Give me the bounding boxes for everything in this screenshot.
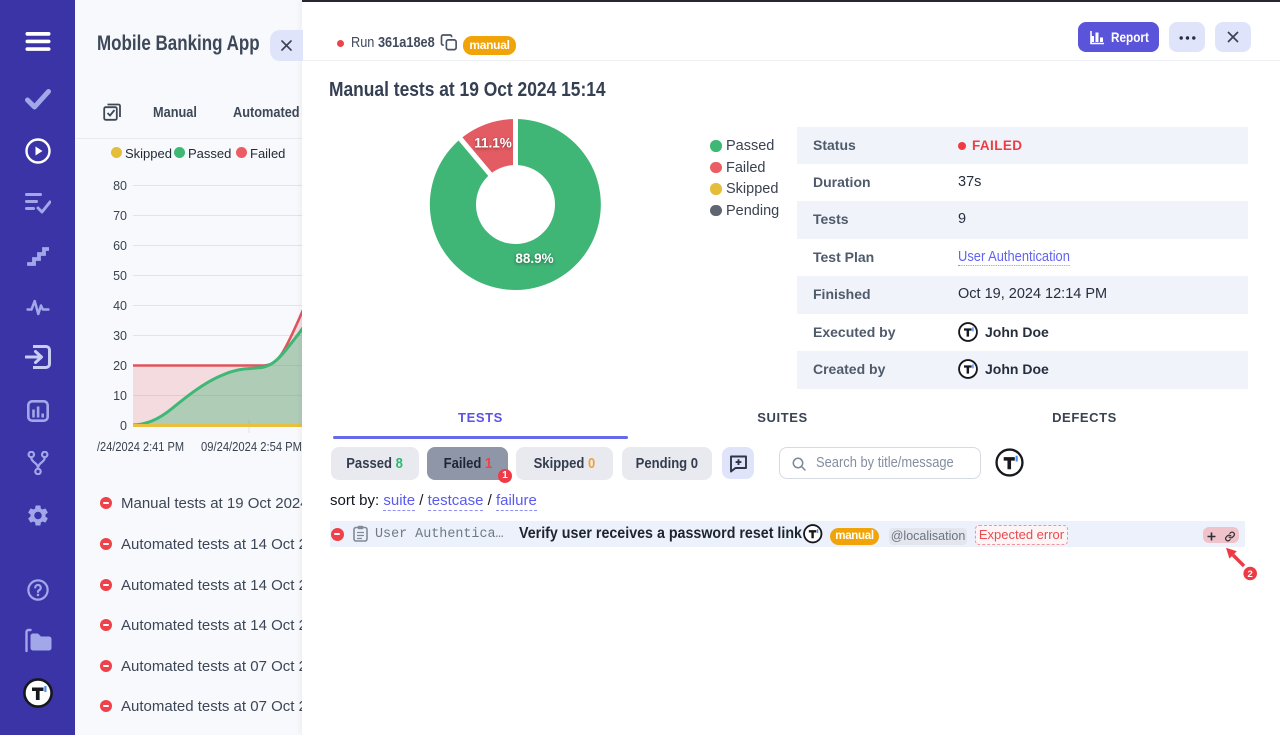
svg-text:60: 60 [113, 239, 127, 253]
svg-text:/24/2024 2:41 PM: /24/2024 2:41 PM [97, 440, 184, 454]
svg-text:0: 0 [120, 419, 127, 433]
svg-text:50: 50 [113, 269, 127, 283]
svg-text:88.9%: 88.9% [515, 251, 553, 266]
svg-text:20: 20 [113, 359, 127, 373]
svg-text:40: 40 [113, 299, 127, 313]
svg-text:80: 80 [113, 179, 127, 193]
svg-text:70: 70 [113, 209, 127, 223]
svg-text:30: 30 [113, 329, 127, 343]
svg-text:11.1%: 11.1% [474, 136, 512, 151]
svg-text:2: 2 [1248, 569, 1253, 580]
svg-text:10: 10 [113, 389, 127, 403]
svg-text:09/24/2024 2:54 PM: 09/24/2024 2:54 PM [201, 440, 302, 454]
